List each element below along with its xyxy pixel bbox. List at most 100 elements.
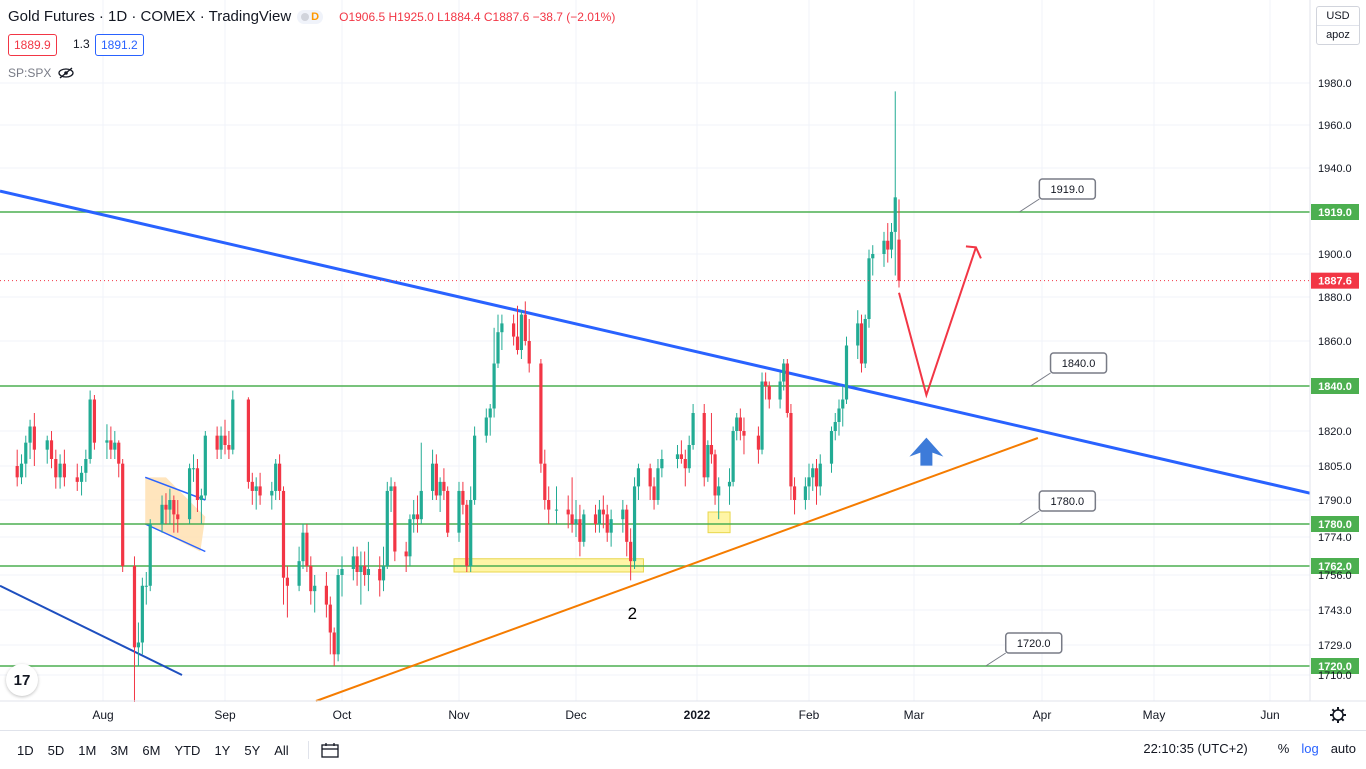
candle-body bbox=[621, 509, 625, 520]
candle-body bbox=[889, 231, 894, 250]
level-callout-leader bbox=[1030, 372, 1051, 387]
tf-all[interactable]: All bbox=[274, 742, 289, 758]
candle-body bbox=[187, 468, 192, 520]
price-axis-tick: 1710.0 bbox=[1318, 670, 1352, 682]
scale-controls: USD apoz bbox=[1316, 6, 1360, 45]
candle-body bbox=[512, 323, 516, 337]
candle-body bbox=[660, 459, 664, 469]
candle-body bbox=[88, 399, 92, 459]
settings-gear-icon[interactable] bbox=[1330, 707, 1346, 723]
tf-5d[interactable]: 5D bbox=[47, 742, 65, 758]
candle-body bbox=[527, 341, 531, 364]
candle-body bbox=[818, 463, 822, 487]
candle-body bbox=[117, 442, 121, 464]
candle-body bbox=[570, 514, 574, 524]
candle-body bbox=[366, 569, 371, 575]
log-scale-toggle[interactable]: log bbox=[1301, 741, 1319, 756]
candle-body bbox=[687, 445, 691, 469]
currency-select[interactable]: USD bbox=[1326, 10, 1350, 22]
candle-body bbox=[109, 440, 113, 450]
tf-5y[interactable]: 5Y bbox=[244, 742, 261, 758]
candle-body bbox=[492, 363, 496, 409]
compare-symbol-label[interactable]: SP:SPX bbox=[8, 66, 52, 80]
candle-body bbox=[313, 585, 317, 592]
candle-body bbox=[270, 490, 274, 496]
gear-tooth bbox=[1340, 717, 1345, 722]
interval-badge[interactable]: D bbox=[297, 9, 324, 24]
tf-1d[interactable]: 1D bbox=[17, 742, 34, 758]
candle-body bbox=[172, 500, 176, 515]
symbol-title[interactable]: Gold Futures · 1D · COMEX · TradingView bbox=[8, 8, 292, 25]
candle-body bbox=[469, 500, 473, 566]
candle-body bbox=[882, 240, 886, 254]
candle-body bbox=[523, 314, 527, 341]
price-axis-tick: 1805.0 bbox=[1318, 461, 1352, 473]
tf-1m[interactable]: 1M bbox=[78, 742, 97, 758]
candle-body bbox=[756, 435, 761, 450]
candle-body bbox=[381, 566, 386, 581]
candle-body bbox=[829, 431, 834, 464]
time-axis-tick: Oct bbox=[333, 708, 352, 722]
buy-price-box[interactable]: 1891.2 bbox=[95, 34, 144, 56]
candle-body bbox=[246, 399, 250, 482]
percent-scale-toggle[interactable]: % bbox=[1277, 741, 1290, 756]
auto-scale-toggle[interactable]: auto bbox=[1330, 741, 1356, 756]
candle-body bbox=[814, 468, 819, 487]
candle-body bbox=[438, 481, 442, 496]
candle-body bbox=[258, 486, 262, 496]
price-axis-level-tag bbox=[1311, 204, 1359, 220]
eye-hidden-icon[interactable] bbox=[57, 67, 75, 79]
candle-body bbox=[355, 556, 359, 572]
candle-body bbox=[324, 585, 328, 605]
candle-body bbox=[389, 486, 393, 491]
time-axis-tick: May bbox=[1143, 708, 1166, 722]
candles bbox=[15, 91, 901, 702]
candle-body bbox=[629, 541, 633, 562]
time-axis: Aug Sep Oct Nov Dec 2022 Feb Mar Apr May Jun bbox=[92, 708, 1279, 722]
price-axis-level-label: 1840.0 bbox=[1318, 381, 1352, 393]
tradingview-logo-icon[interactable]: 17 bbox=[6, 664, 38, 696]
candle-body bbox=[778, 381, 782, 400]
candle-body bbox=[297, 561, 301, 586]
price-axis-tick: 1756.0 bbox=[1318, 570, 1352, 582]
candle-body bbox=[785, 363, 789, 413]
candle-body bbox=[496, 332, 500, 364]
chart-header: Gold Futures · 1D · COMEX · TradingView … bbox=[8, 8, 615, 25]
candle-body bbox=[597, 509, 602, 524]
last-price-label: 1887.6 bbox=[1318, 276, 1352, 288]
candle-body bbox=[601, 509, 605, 515]
candle-body bbox=[254, 486, 258, 491]
candle-body bbox=[140, 585, 144, 643]
level-callout-leader bbox=[985, 652, 1007, 667]
price-axis-level-tag bbox=[1311, 378, 1359, 394]
candle-body bbox=[675, 454, 680, 459]
candle-body bbox=[593, 514, 598, 524]
candle-body bbox=[543, 463, 547, 500]
gear-tooth bbox=[1331, 717, 1336, 722]
candle-body bbox=[893, 197, 897, 232]
candle-body bbox=[148, 524, 152, 586]
scale-mode-select[interactable]: apoz bbox=[1317, 25, 1359, 44]
bottom-right-controls: 22:10:35 (UTC+2) % log auto bbox=[1143, 741, 1356, 756]
sell-price-box[interactable]: 1889.9 bbox=[8, 34, 57, 56]
candle-body bbox=[738, 417, 742, 431]
candle-body bbox=[231, 399, 235, 450]
time-axis-tick: Mar bbox=[904, 708, 925, 722]
date-range-icon[interactable] bbox=[321, 742, 339, 758]
candle-body bbox=[113, 442, 117, 450]
candle-body bbox=[652, 486, 656, 500]
tf-1y[interactable]: 1Y bbox=[214, 742, 231, 758]
level-callout-leader bbox=[1019, 510, 1040, 525]
tf-6m[interactable]: 6M bbox=[142, 742, 161, 758]
interval-label: D bbox=[311, 10, 320, 23]
candle-body bbox=[844, 345, 849, 400]
candle-body bbox=[789, 413, 793, 487]
level-callout-leader bbox=[1019, 198, 1040, 213]
tf-ytd[interactable]: YTD bbox=[174, 742, 201, 758]
tf-3m[interactable]: 3M bbox=[110, 742, 129, 758]
candle-body bbox=[465, 504, 469, 566]
clock-readout[interactable]: 22:10:35 (UTC+2) bbox=[1143, 741, 1248, 756]
level-callout-box bbox=[1004, 632, 1063, 654]
candle-body bbox=[363, 566, 367, 575]
